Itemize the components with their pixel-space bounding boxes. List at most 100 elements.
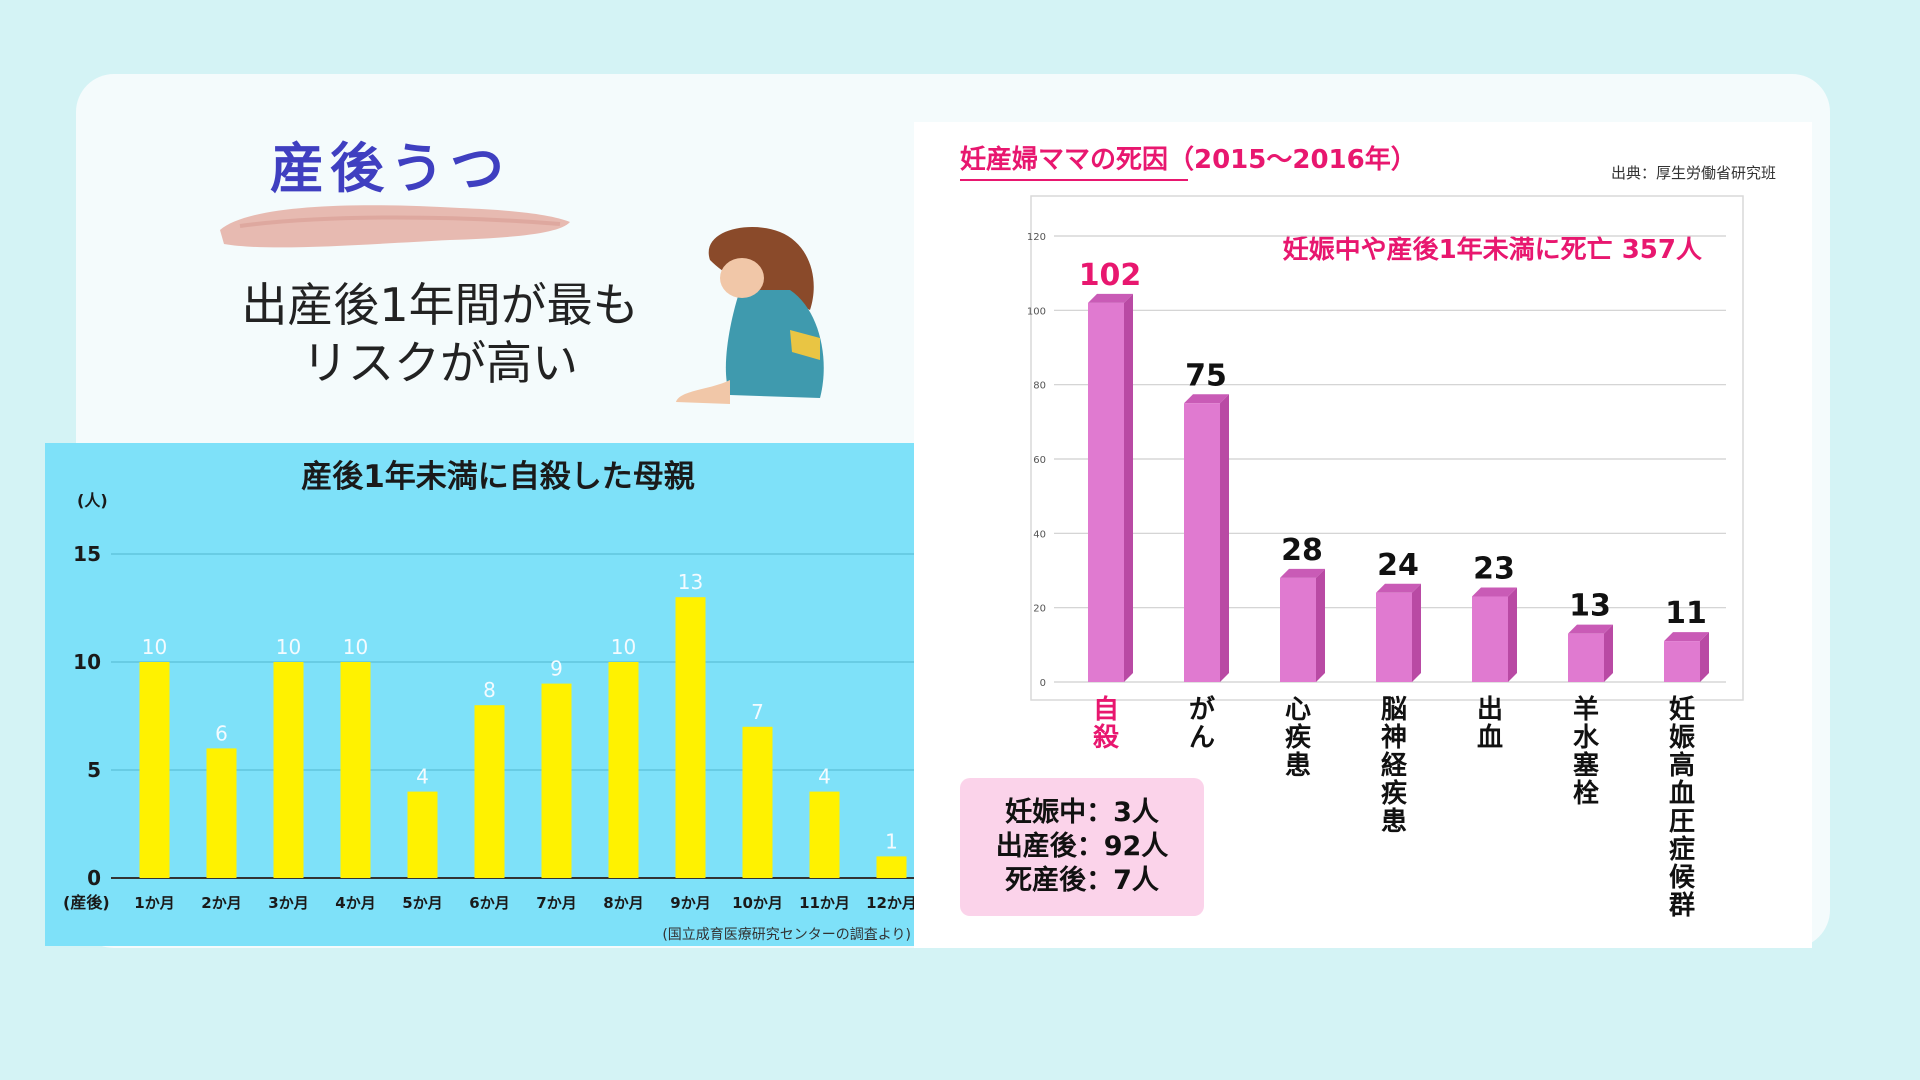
right-bar-top: [1376, 583, 1421, 593]
left-bar: [742, 726, 773, 878]
left-bar-value-label: 4: [416, 765, 429, 789]
left-x-tick-label: 10か月: [732, 894, 783, 912]
left-bar-value-label: 9: [550, 657, 563, 681]
left-x-tick-label: 9か月: [670, 894, 710, 912]
left-x-tick-label: 1か月: [134, 894, 174, 912]
right-y-tick-label: 100: [1027, 306, 1046, 317]
risk-message: 出産後1年間が最も リスクが高い: [210, 276, 670, 392]
note-line-2: 出産後：92人: [995, 831, 1169, 862]
right-bar-value-label: 28: [1281, 533, 1323, 568]
left-bar: [273, 662, 304, 878]
right-chart-source: 出典：厚生労働省研究班: [1611, 164, 1776, 182]
right-y-tick-label: 60: [1033, 455, 1046, 466]
right-bar: [1568, 633, 1604, 682]
note-line-1: 妊娠中：3人: [1005, 797, 1159, 828]
right-bar-side: [1604, 624, 1613, 682]
right-bar-top: [1472, 587, 1517, 597]
right-plot-frame: [1030, 195, 1744, 701]
left-bar-value-label: 6: [215, 721, 228, 745]
right-bar-side: [1700, 632, 1709, 682]
left-chart-title: 産後1年未満に自殺した母親: [301, 459, 695, 495]
left-bar: [541, 683, 572, 878]
left-x-tick-label: 8か月: [603, 894, 643, 912]
right-x-tick-label: 脳神経疾患: [1380, 695, 1408, 837]
note-line-3: 死産後：7人: [1005, 865, 1159, 896]
left-bar-value-label: 10: [611, 635, 636, 659]
risk-line-1: 出産後1年間が最も: [241, 278, 639, 332]
left-x-tick-label: 2か月: [201, 894, 241, 912]
left-bar-value-label: 13: [678, 570, 703, 594]
left-chart-svg: 産後1年未満に自殺した母親 (人) (産後) (国立成育医療研究センターの調査よ…: [63, 459, 935, 943]
sad-woman-illustration: [676, 227, 824, 404]
right-bar-top: [1664, 632, 1709, 642]
right-bar-top: [1568, 624, 1613, 634]
right-y-tick-label: 40: [1033, 529, 1046, 540]
left-chart-panel: 産後1年未満に自殺した母親 (人) (産後) (国立成育医療研究センターの調査よ…: [45, 443, 950, 946]
right-bar-side: [1220, 394, 1229, 682]
right-bar-value-label: 102: [1079, 258, 1142, 293]
right-bar-side: [1412, 583, 1421, 682]
right-bar-value-label: 11: [1665, 596, 1707, 631]
page-title: 産後うつ: [270, 137, 510, 200]
left-bar-value-label: 1: [885, 829, 898, 853]
left-x-tick-label: 11か月: [799, 894, 850, 912]
left-bar-value-label: 4: [818, 765, 831, 789]
right-y-tick-label: 120: [1027, 232, 1046, 243]
left-bar-value-label: 8: [483, 678, 496, 702]
right-bar: [1184, 403, 1220, 682]
right-x-tick-label: 出血: [1477, 695, 1503, 753]
left-x-tick-label: 4か月: [335, 894, 375, 912]
right-y-tick-label: 20: [1033, 604, 1046, 615]
left-x-tick-label: 3か月: [268, 894, 308, 912]
left-bar: [675, 597, 706, 878]
left-x-tick-label: 6か月: [469, 894, 509, 912]
right-bar: [1472, 596, 1508, 682]
right-x-tick-label: 羊水塞栓: [1573, 694, 1600, 809]
right-bar-side: [1124, 293, 1133, 682]
left-x-tick-label: 7か月: [536, 894, 576, 912]
left-bar: [139, 662, 170, 878]
right-chart-annotation: 妊娠中や産後1年未満に死亡 357人: [1283, 234, 1702, 265]
left-bar-value-label: 10: [142, 635, 167, 659]
right-bar-top: [1280, 568, 1325, 578]
left-bar: [340, 662, 371, 878]
right-bar: [1664, 641, 1700, 682]
right-bar-side: [1508, 587, 1517, 682]
right-bar-top: [1088, 293, 1133, 303]
left-bar: [876, 856, 907, 878]
left-bar: [809, 791, 840, 878]
risk-line-2: リスクが高い: [302, 336, 578, 390]
right-bar: [1280, 577, 1316, 682]
right-x-tick-label: 妊娠高血圧症候群: [1668, 695, 1696, 921]
right-chart-title: 妊産婦ママの死因（2015〜2016年）: [960, 144, 1417, 175]
right-y-tick-label: 80: [1033, 381, 1046, 392]
left-bar: [407, 791, 438, 878]
right-bar-value-label: 24: [1377, 548, 1419, 583]
death-breakdown-note: 妊娠中：3人 出産後：92人 死産後：7人: [960, 778, 1204, 916]
left-x-tick-label: 5か月: [402, 894, 442, 912]
right-bar-side: [1316, 568, 1325, 682]
right-x-tick-label: 心疾患: [1285, 695, 1311, 781]
left-bar-value-label: 10: [343, 635, 368, 659]
right-bar: [1376, 592, 1412, 682]
right-chart-svg: 妊産婦ママの死因（2015〜2016年） 出典：厚生労働省研究班 妊娠中や産後1…: [960, 144, 1776, 921]
left-chart-source: (国立成育医療研究センターの調査より): [662, 926, 911, 943]
left-y-tick-label: 15: [73, 542, 101, 566]
left-bar: [608, 662, 639, 878]
right-x-tick-label: 自殺: [1093, 694, 1120, 753]
left-bar: [474, 705, 505, 878]
right-y-tick-label: 0: [1040, 678, 1046, 689]
left-chart-x-prefix: (産後): [63, 893, 110, 912]
right-x-tick-label: がん: [1189, 694, 1215, 753]
left-bar: [206, 748, 237, 878]
right-bar: [1088, 302, 1124, 682]
right-bar-value-label: 23: [1473, 552, 1515, 587]
left-y-tick-label: 10: [73, 650, 101, 674]
left-bar-value-label: 10: [276, 635, 301, 659]
right-bar-value-label: 75: [1185, 358, 1227, 393]
left-y-tick-label: 0: [87, 866, 101, 890]
left-y-tick-label: 5: [87, 758, 101, 782]
left-chart-unit: (人): [77, 491, 108, 510]
right-bar-top: [1184, 394, 1229, 404]
brush-stroke-decoration: [220, 205, 570, 248]
